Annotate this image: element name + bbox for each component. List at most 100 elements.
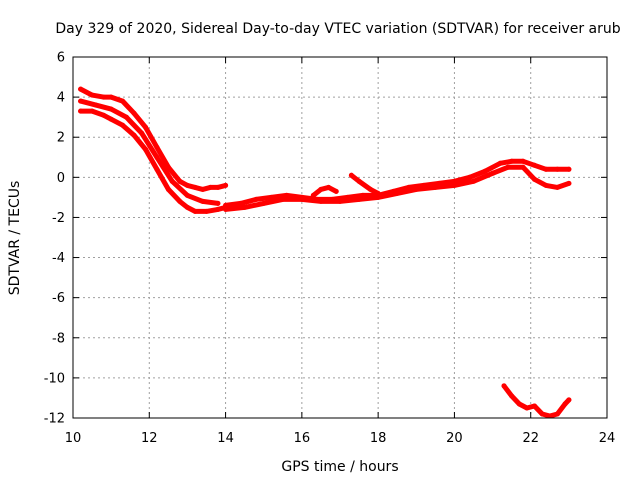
- data-point: [131, 110, 137, 116]
- data-point: [143, 124, 148, 130]
- data-point: [482, 168, 488, 174]
- chart-title: Day 329 of 2020, Sidereal Day-to-day VTE…: [55, 21, 620, 37]
- data-point: [562, 401, 568, 407]
- data-point: [471, 178, 476, 184]
- data-point: [89, 92, 95, 98]
- series-line-bump: [310, 184, 339, 198]
- data-point: [93, 102, 99, 108]
- data-point: [509, 393, 515, 399]
- data-point: [177, 198, 183, 204]
- data-point: [543, 182, 549, 188]
- data-point: [516, 401, 522, 407]
- y-tick-label: -6: [52, 291, 65, 306]
- data-point: [238, 200, 244, 206]
- data-point: [337, 198, 343, 204]
- data-point: [154, 154, 160, 160]
- y-tick-label: 2: [57, 131, 65, 146]
- data-point: [154, 166, 160, 172]
- data-point: [318, 186, 324, 192]
- data-point: [207, 184, 213, 190]
- y-tick-label: -8: [52, 331, 65, 346]
- data-point: [223, 206, 229, 212]
- data-point: [108, 106, 114, 112]
- data-point: [120, 98, 126, 104]
- data-point: [184, 182, 190, 188]
- data-point: [299, 196, 305, 202]
- data-point: [169, 178, 175, 184]
- data-point: [139, 130, 145, 136]
- y-tick-label: -12: [44, 412, 65, 427]
- data-point: [108, 116, 114, 122]
- data-point: [165, 186, 171, 192]
- plot-frame: [72, 56, 608, 419]
- data-point: [184, 204, 190, 210]
- data-point: [120, 122, 126, 128]
- series-line-spike-17: [348, 172, 381, 196]
- data-point: [223, 202, 229, 208]
- data-point: [200, 186, 206, 192]
- y-tick-label: 6: [57, 51, 65, 66]
- data-point: [375, 194, 381, 200]
- y-tick-label: -4: [52, 251, 65, 266]
- data-point: [78, 86, 84, 92]
- data-point: [532, 403, 537, 409]
- data-point: [177, 178, 183, 184]
- x-tick-label: 22: [522, 431, 539, 446]
- data-point: [261, 200, 267, 206]
- data-point: [566, 166, 572, 172]
- data-point: [223, 182, 229, 188]
- y-tick-label: -10: [44, 371, 65, 386]
- data-point: [101, 94, 106, 100]
- series-line-late-outlier: [501, 383, 572, 419]
- x-tick-label: 16: [294, 431, 311, 446]
- data-point: [566, 180, 572, 186]
- data-point: [520, 164, 526, 170]
- data-point: [543, 166, 549, 172]
- data-point: [108, 94, 114, 100]
- data-point: [501, 383, 507, 389]
- data-point: [192, 208, 198, 214]
- data-point: [532, 162, 537, 168]
- data-point: [89, 108, 95, 114]
- data-point: [192, 184, 198, 190]
- data-point: [78, 98, 84, 104]
- x-tick-label: 18: [370, 431, 387, 446]
- data-point: [539, 411, 545, 417]
- data-point: [467, 174, 473, 180]
- data-point: [310, 192, 316, 198]
- data-point: [280, 196, 286, 202]
- data-point: [368, 186, 373, 192]
- data-point: [268, 194, 274, 200]
- series-line-band-upper: [78, 86, 229, 192]
- series-line-band-lower: [78, 108, 229, 214]
- data-point: [326, 184, 332, 190]
- data-point: [547, 413, 553, 419]
- data-point: [215, 200, 221, 206]
- data-point: [131, 132, 137, 138]
- data-point: [505, 164, 511, 170]
- x-axis-label: GPS time / hours: [281, 459, 398, 475]
- data-point: [165, 164, 171, 170]
- y-tick-label: 0: [57, 171, 65, 186]
- data-point: [432, 184, 438, 190]
- data-point: [554, 166, 560, 172]
- data-point: [253, 196, 259, 202]
- y-axis-label: SDTVAR / TECUs: [7, 181, 23, 296]
- data-point: [554, 184, 560, 190]
- series-line-band-mid: [78, 98, 221, 206]
- data-point: [524, 405, 530, 411]
- data-point: [356, 178, 362, 184]
- y-tick-label: -2: [52, 211, 65, 226]
- x-tick-label: 12: [141, 431, 158, 446]
- data-point: [101, 112, 106, 118]
- data-point: [348, 172, 354, 178]
- data-point: [520, 158, 526, 164]
- data-point: [509, 158, 515, 164]
- grid-lines: [73, 57, 607, 418]
- data-point: [554, 411, 560, 417]
- data-point: [284, 192, 290, 198]
- data-point: [78, 108, 84, 114]
- data-point: [242, 204, 248, 210]
